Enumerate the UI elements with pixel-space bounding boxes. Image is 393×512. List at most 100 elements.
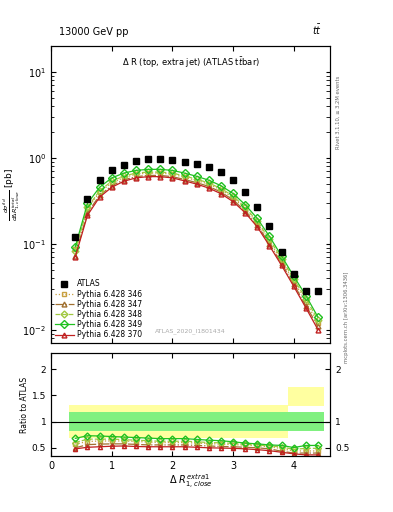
Pythia 6.428 346 (121, 175, 126, 181)
Pythia 6.428 349 (303, 292, 308, 298)
ATLAS (146, 156, 151, 162)
Pythia 6.428 349 (146, 166, 151, 173)
Pythia 6.428 370 (73, 253, 78, 260)
Legend: ATLAS, Pythia 6.428 346, Pythia 6.428 347, Pythia 6.428 348, Pythia 6.428 349, P: ATLAS, Pythia 6.428 346, Pythia 6.428 34… (53, 278, 144, 341)
Pythia 6.428 370 (134, 175, 138, 181)
Pythia 6.428 347 (97, 193, 102, 199)
Pythia 6.428 370 (255, 224, 260, 230)
Pythia 6.428 370 (170, 175, 175, 181)
Pythia 6.428 347 (85, 209, 90, 216)
Pythia 6.428 349 (85, 200, 90, 206)
Pythia 6.428 346 (158, 170, 163, 176)
Text: mcplots.cern.ch [arXiv:1306.3436]: mcplots.cern.ch [arXiv:1306.3436] (344, 272, 349, 363)
Pythia 6.428 349 (182, 170, 187, 176)
Line: Pythia 6.428 348: Pythia 6.428 348 (73, 169, 320, 323)
Pythia 6.428 348 (267, 236, 272, 242)
Line: ATLAS: ATLAS (72, 156, 321, 294)
ATLAS (231, 177, 235, 183)
Pythia 6.428 347 (73, 252, 78, 259)
Pythia 6.428 346 (182, 174, 187, 180)
Pythia 6.428 349 (279, 253, 284, 259)
Pythia 6.428 347 (194, 180, 199, 186)
Pythia 6.428 370 (316, 327, 320, 333)
Pythia 6.428 349 (134, 167, 138, 174)
Pythia 6.428 347 (219, 189, 223, 195)
ATLAS (158, 156, 163, 162)
Pythia 6.428 370 (194, 181, 199, 187)
Pythia 6.428 370 (158, 174, 163, 180)
Pythia 6.428 347 (231, 197, 235, 203)
ATLAS (291, 270, 296, 276)
Pythia 6.428 348 (146, 169, 151, 175)
Pythia 6.428 346 (97, 189, 102, 195)
Line: Pythia 6.428 349: Pythia 6.428 349 (73, 166, 321, 320)
ATLAS (303, 288, 308, 294)
Pythia 6.428 370 (219, 190, 223, 197)
Pythia 6.428 346 (303, 299, 308, 305)
Pythia 6.428 349 (206, 177, 211, 183)
Pythia 6.428 347 (303, 303, 308, 309)
ATLAS (267, 223, 272, 229)
Pythia 6.428 346 (279, 258, 284, 264)
Pythia 6.428 370 (291, 283, 296, 289)
Pythia 6.428 347 (146, 173, 151, 179)
ATLAS (279, 249, 284, 255)
Pythia 6.428 347 (170, 174, 175, 180)
Text: $t\bar{t}$: $t\bar{t}$ (312, 23, 322, 37)
ATLAS (316, 288, 320, 294)
Pythia 6.428 349 (291, 273, 296, 279)
Pythia 6.428 370 (303, 305, 308, 311)
Pythia 6.428 349 (243, 202, 248, 208)
Pythia 6.428 348 (316, 317, 320, 323)
Text: ATLAS_2020_I1801434: ATLAS_2020_I1801434 (155, 328, 226, 334)
Pythia 6.428 370 (182, 178, 187, 184)
Pythia 6.428 346 (206, 181, 211, 187)
Pythia 6.428 347 (182, 177, 187, 183)
Pythia 6.428 349 (231, 190, 235, 197)
Pythia 6.428 370 (279, 262, 284, 268)
ATLAS (194, 161, 199, 167)
Pythia 6.428 348 (279, 255, 284, 262)
Pythia 6.428 346 (219, 187, 223, 193)
X-axis label: $\Delta$ $R_{1,close}^{extra1}$: $\Delta$ $R_{1,close}^{extra1}$ (169, 473, 213, 492)
Text: Rivet 3.1.10, ≥ 3.2M events: Rivet 3.1.10, ≥ 3.2M events (336, 76, 341, 150)
Pythia 6.428 347 (206, 183, 211, 189)
Pythia 6.428 349 (73, 243, 78, 249)
Pythia 6.428 346 (85, 206, 90, 212)
Pythia 6.428 347 (158, 173, 163, 179)
Pythia 6.428 347 (291, 281, 296, 287)
Pythia 6.428 346 (109, 180, 114, 186)
Pythia 6.428 346 (243, 206, 248, 212)
Pythia 6.428 370 (231, 199, 235, 205)
Pythia 6.428 349 (255, 216, 260, 222)
Pythia 6.428 370 (121, 178, 126, 184)
Pythia 6.428 349 (316, 314, 320, 320)
Line: Pythia 6.428 346: Pythia 6.428 346 (73, 170, 320, 325)
Pythia 6.428 370 (97, 194, 102, 200)
Pythia 6.428 349 (158, 166, 163, 173)
Pythia 6.428 370 (243, 209, 248, 216)
Pythia 6.428 347 (243, 208, 248, 214)
Pythia 6.428 347 (121, 177, 126, 183)
ATLAS (206, 164, 211, 170)
Pythia 6.428 370 (146, 174, 151, 180)
ATLAS (97, 177, 102, 183)
Pythia 6.428 346 (267, 238, 272, 244)
ATLAS (255, 204, 260, 210)
ATLAS (219, 169, 223, 175)
Pythia 6.428 348 (170, 170, 175, 176)
Pythia 6.428 346 (291, 278, 296, 284)
Y-axis label: $\frac{d\sigma^{fid}}{d\Delta R_{1,close}^{total}}$ [pb]: $\frac{d\sigma^{fid}}{d\Delta R_{1,close… (1, 168, 21, 221)
ATLAS (243, 189, 248, 195)
Pythia 6.428 348 (231, 193, 235, 199)
Pythia 6.428 347 (134, 174, 138, 180)
ATLAS (170, 157, 175, 163)
Pythia 6.428 346 (73, 245, 78, 251)
Pythia 6.428 349 (97, 184, 102, 190)
Pythia 6.428 347 (109, 183, 114, 189)
Pythia 6.428 370 (109, 184, 114, 190)
Pythia 6.428 346 (134, 171, 138, 177)
Pythia 6.428 348 (158, 169, 163, 175)
Pythia 6.428 349 (194, 173, 199, 179)
Pythia 6.428 347 (255, 222, 260, 228)
